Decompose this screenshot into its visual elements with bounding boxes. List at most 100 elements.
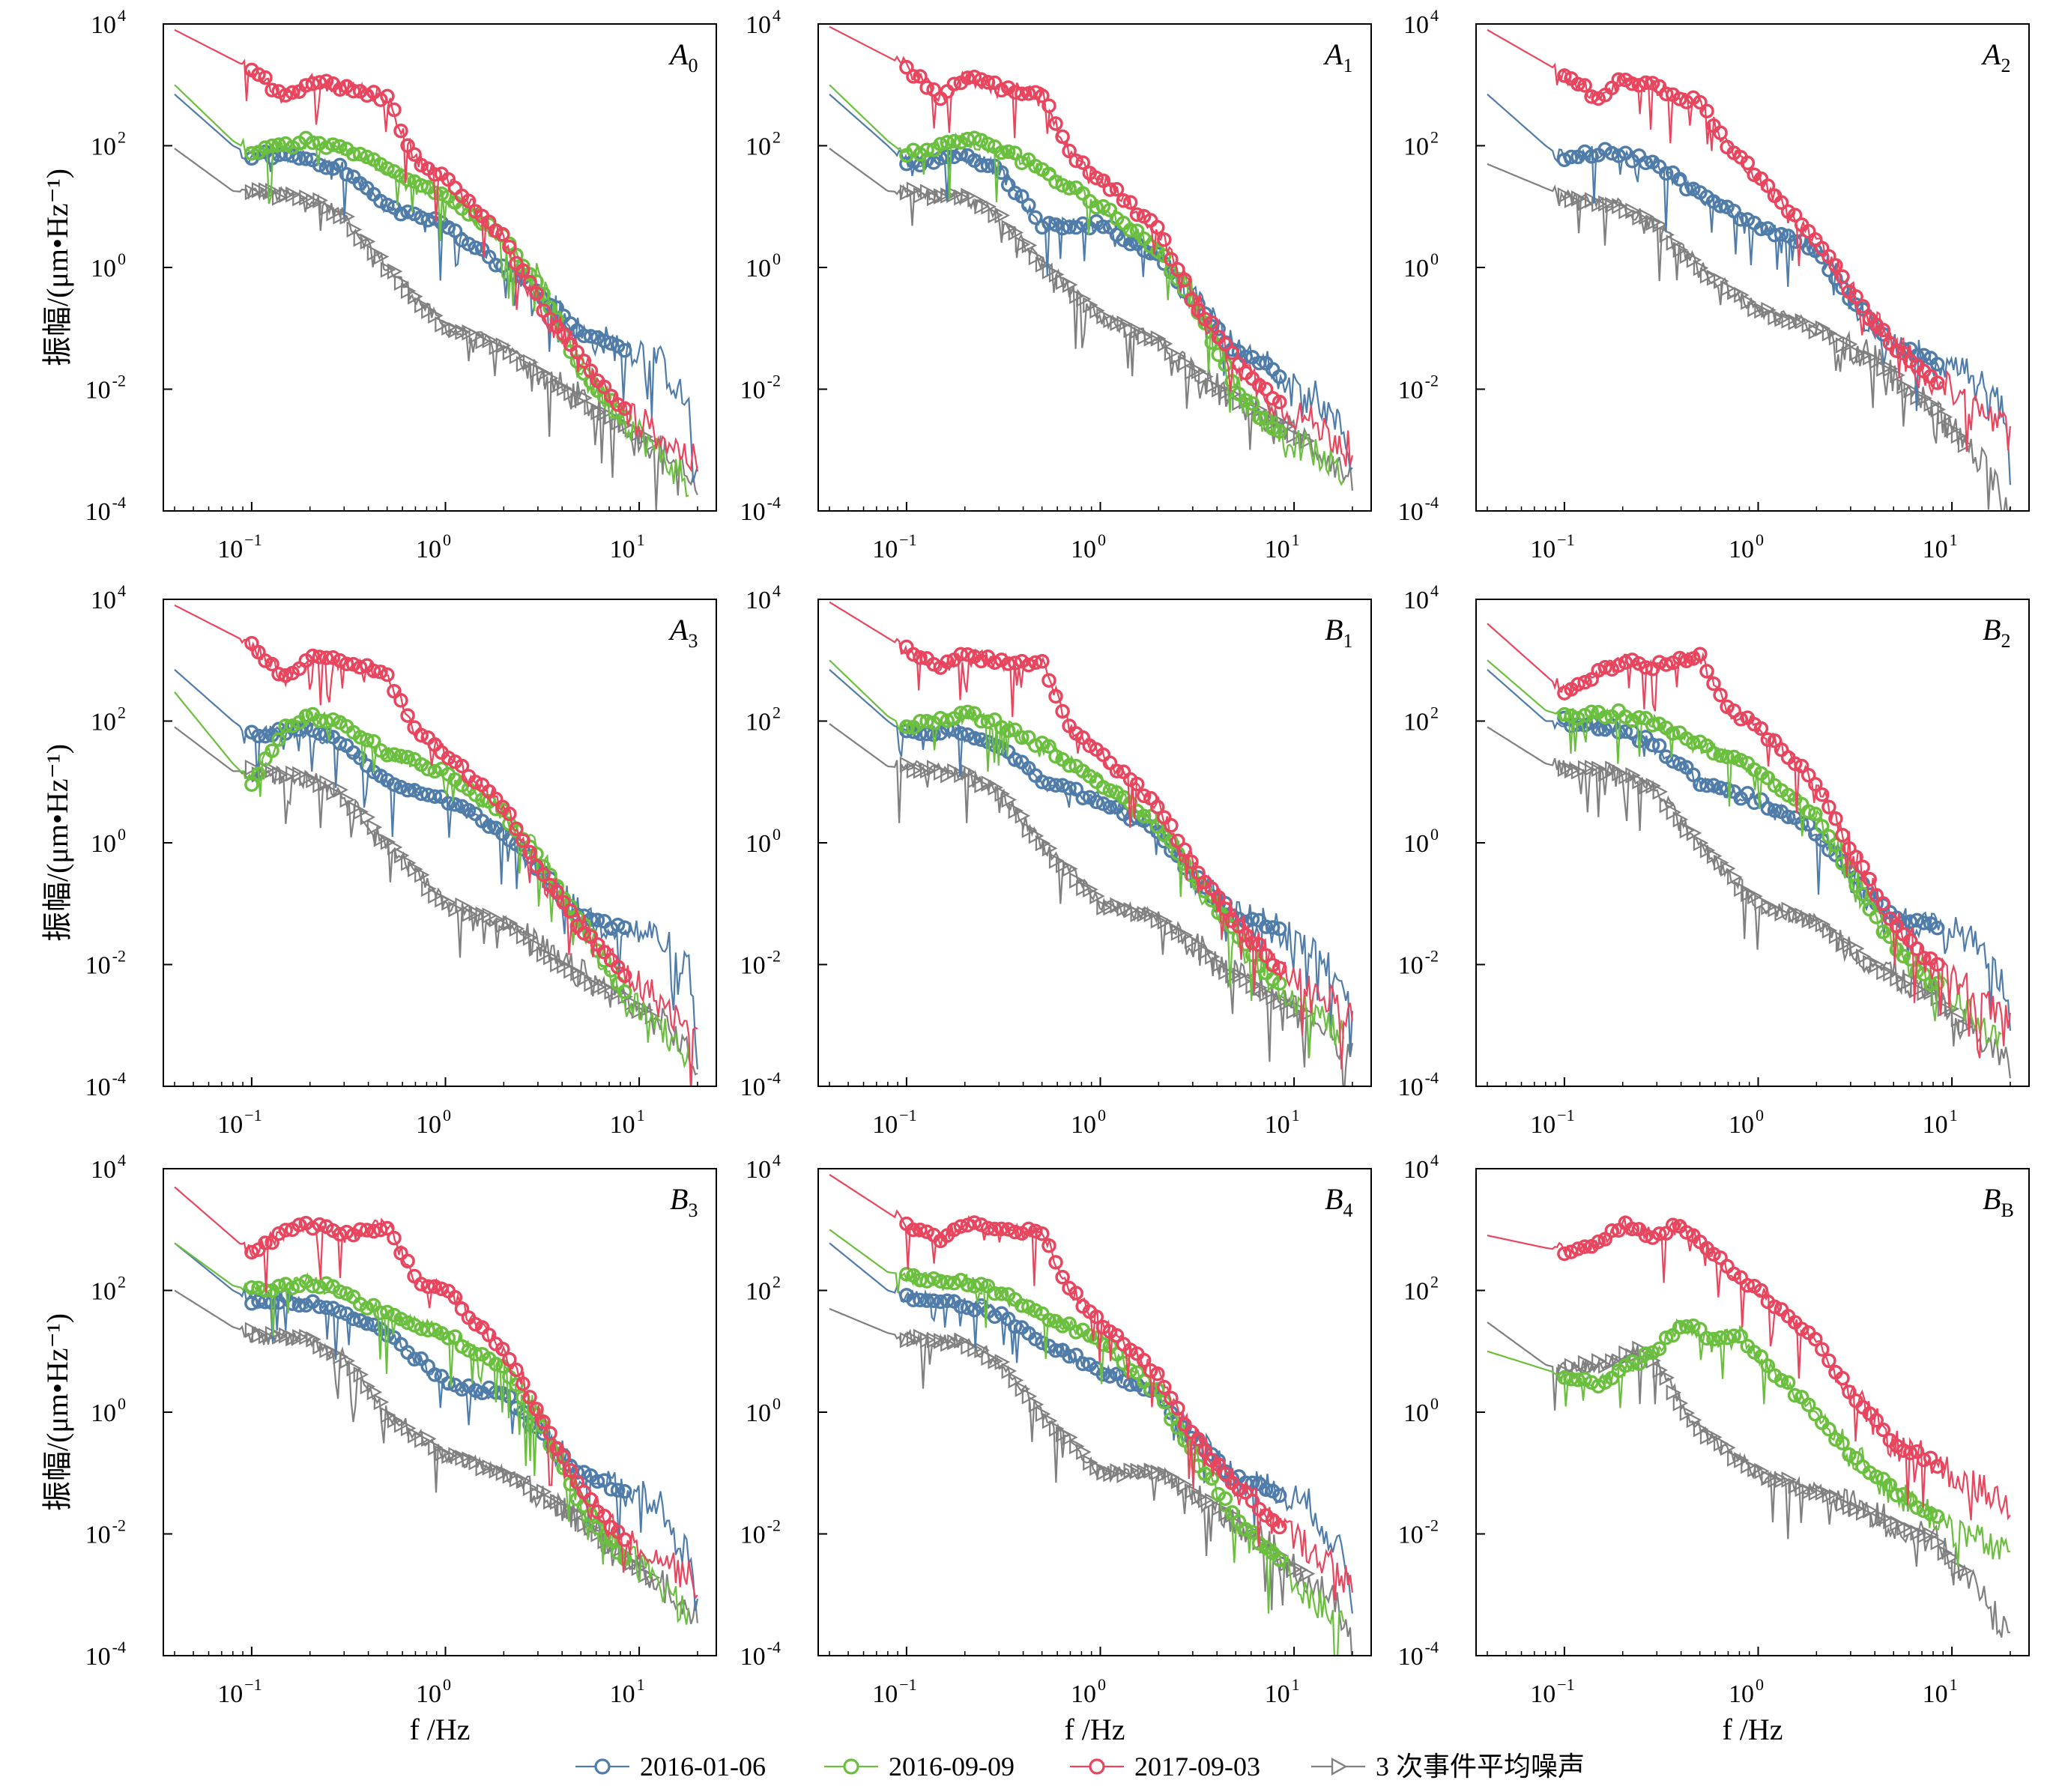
data-marker: [380, 1220, 395, 1236]
data-marker: [973, 72, 989, 87]
data-marker: [1035, 1226, 1050, 1241]
y-tick-label: 10-4: [1398, 1638, 1439, 1671]
data-marker: [980, 1220, 996, 1236]
data-marker: [468, 775, 483, 790]
data-marker: [1929, 1459, 1945, 1474]
data-marker: [1258, 411, 1274, 426]
data-marker: [1855, 299, 1870, 314]
data-marker: [1665, 1217, 1681, 1233]
data-marker: [1021, 657, 1036, 673]
data-marker: [318, 714, 334, 729]
data-marker: [1890, 366, 1905, 384]
data-marker: [1048, 688, 1063, 704]
data-marker: [1048, 1255, 1063, 1270]
x-axis-title: f /Hz: [1064, 1713, 1125, 1746]
data-marker: [1815, 1342, 1830, 1357]
series-line: [829, 25, 1353, 467]
data-marker: [312, 713, 327, 729]
series-line: [174, 1289, 698, 1625]
data-marker: [1693, 94, 1708, 110]
data-marker: [264, 743, 279, 758]
data-marker: [271, 1278, 286, 1294]
series-line: [174, 604, 698, 1086]
data-marker: [1028, 655, 1043, 671]
data-marker: [1693, 1322, 1708, 1337]
data-marker: [1272, 1488, 1287, 1504]
data-marker: [1055, 1319, 1070, 1334]
data-marker: [980, 714, 996, 729]
data-marker: [1693, 777, 1708, 793]
data-marker: [1638, 660, 1654, 675]
y-tick-label: 100: [91, 249, 126, 282]
data-marker: [1564, 1244, 1579, 1259]
data-marker: [603, 1482, 619, 1497]
data-marker: [1122, 223, 1138, 237]
y-tick-label: 100: [1403, 1394, 1439, 1427]
data-marker: [1672, 650, 1687, 666]
data-marker: [1929, 920, 1945, 936]
y-tick-label: 102: [746, 703, 781, 736]
series-line: [1487, 726, 2011, 1079]
data-marker: [596, 1508, 612, 1524]
data-marker: [1909, 1500, 1925, 1516]
data-marker: [940, 84, 955, 99]
data-marker: [387, 747, 402, 762]
data-marker: [899, 1267, 914, 1282]
data-marker: [502, 806, 517, 822]
data-marker: [1821, 1353, 1836, 1369]
data-marker: [1041, 840, 1058, 857]
data-marker: [1591, 721, 1606, 736]
y-tick-label: 10-2: [1398, 1516, 1439, 1549]
data-marker: [1021, 237, 1038, 254]
data-marker: [352, 659, 368, 675]
data-marker: [447, 797, 463, 812]
plot-frame: [817, 1168, 1372, 1656]
data-marker: [980, 75, 996, 90]
data-marker: [913, 713, 928, 729]
data-marker: [1875, 896, 1891, 911]
data-marker: [1753, 221, 1769, 237]
data-marker: [1075, 1356, 1090, 1372]
data-marker: [366, 733, 381, 749]
data-marker: [1733, 712, 1748, 727]
data-marker: [1062, 181, 1077, 196]
y-tick-label: 10-2: [85, 1516, 126, 1549]
x-tick-label: 10−1: [872, 1106, 916, 1139]
data-marker: [1706, 778, 1721, 793]
data-marker: [596, 333, 612, 348]
data-marker: [1821, 1421, 1836, 1437]
data-marker: [906, 1222, 921, 1238]
data-marker: [1245, 935, 1260, 951]
data-marker: [1815, 819, 1830, 834]
y-tick-label: 100: [91, 825, 126, 858]
data-marker: [1801, 1397, 1816, 1412]
x-tick-label: 100: [1729, 1106, 1764, 1139]
data-marker: [1102, 799, 1118, 815]
data-marker: [1740, 786, 1756, 801]
data-marker: [1794, 758, 1809, 774]
data-marker: [1638, 1346, 1654, 1361]
data-marker: [1177, 842, 1192, 858]
data-marker: [569, 1465, 585, 1480]
data-marker: [1611, 658, 1627, 673]
data-marker: [1021, 1221, 1036, 1237]
data-marker: [1916, 1452, 1932, 1468]
data-marker: [420, 1279, 435, 1295]
data-marker: [1272, 1519, 1287, 1535]
data-marker: [1224, 1505, 1240, 1520]
data-marker: [1122, 1377, 1138, 1392]
data-marker: [1211, 347, 1226, 363]
data-marker: [1570, 1241, 1585, 1256]
data-marker: [1150, 220, 1165, 235]
data-marker: [1089, 1309, 1104, 1325]
data-marker: [563, 903, 578, 918]
y-tick-label: 10-2: [740, 1516, 781, 1549]
series-line: [1487, 163, 2011, 511]
data-marker: [967, 1215, 982, 1230]
series-path: [174, 604, 698, 1086]
data-marker: [1631, 78, 1647, 93]
data-marker: [1015, 189, 1030, 204]
data-marker: [980, 158, 996, 174]
data-marker: [1136, 1381, 1152, 1397]
data-marker: [1733, 1328, 1748, 1344]
